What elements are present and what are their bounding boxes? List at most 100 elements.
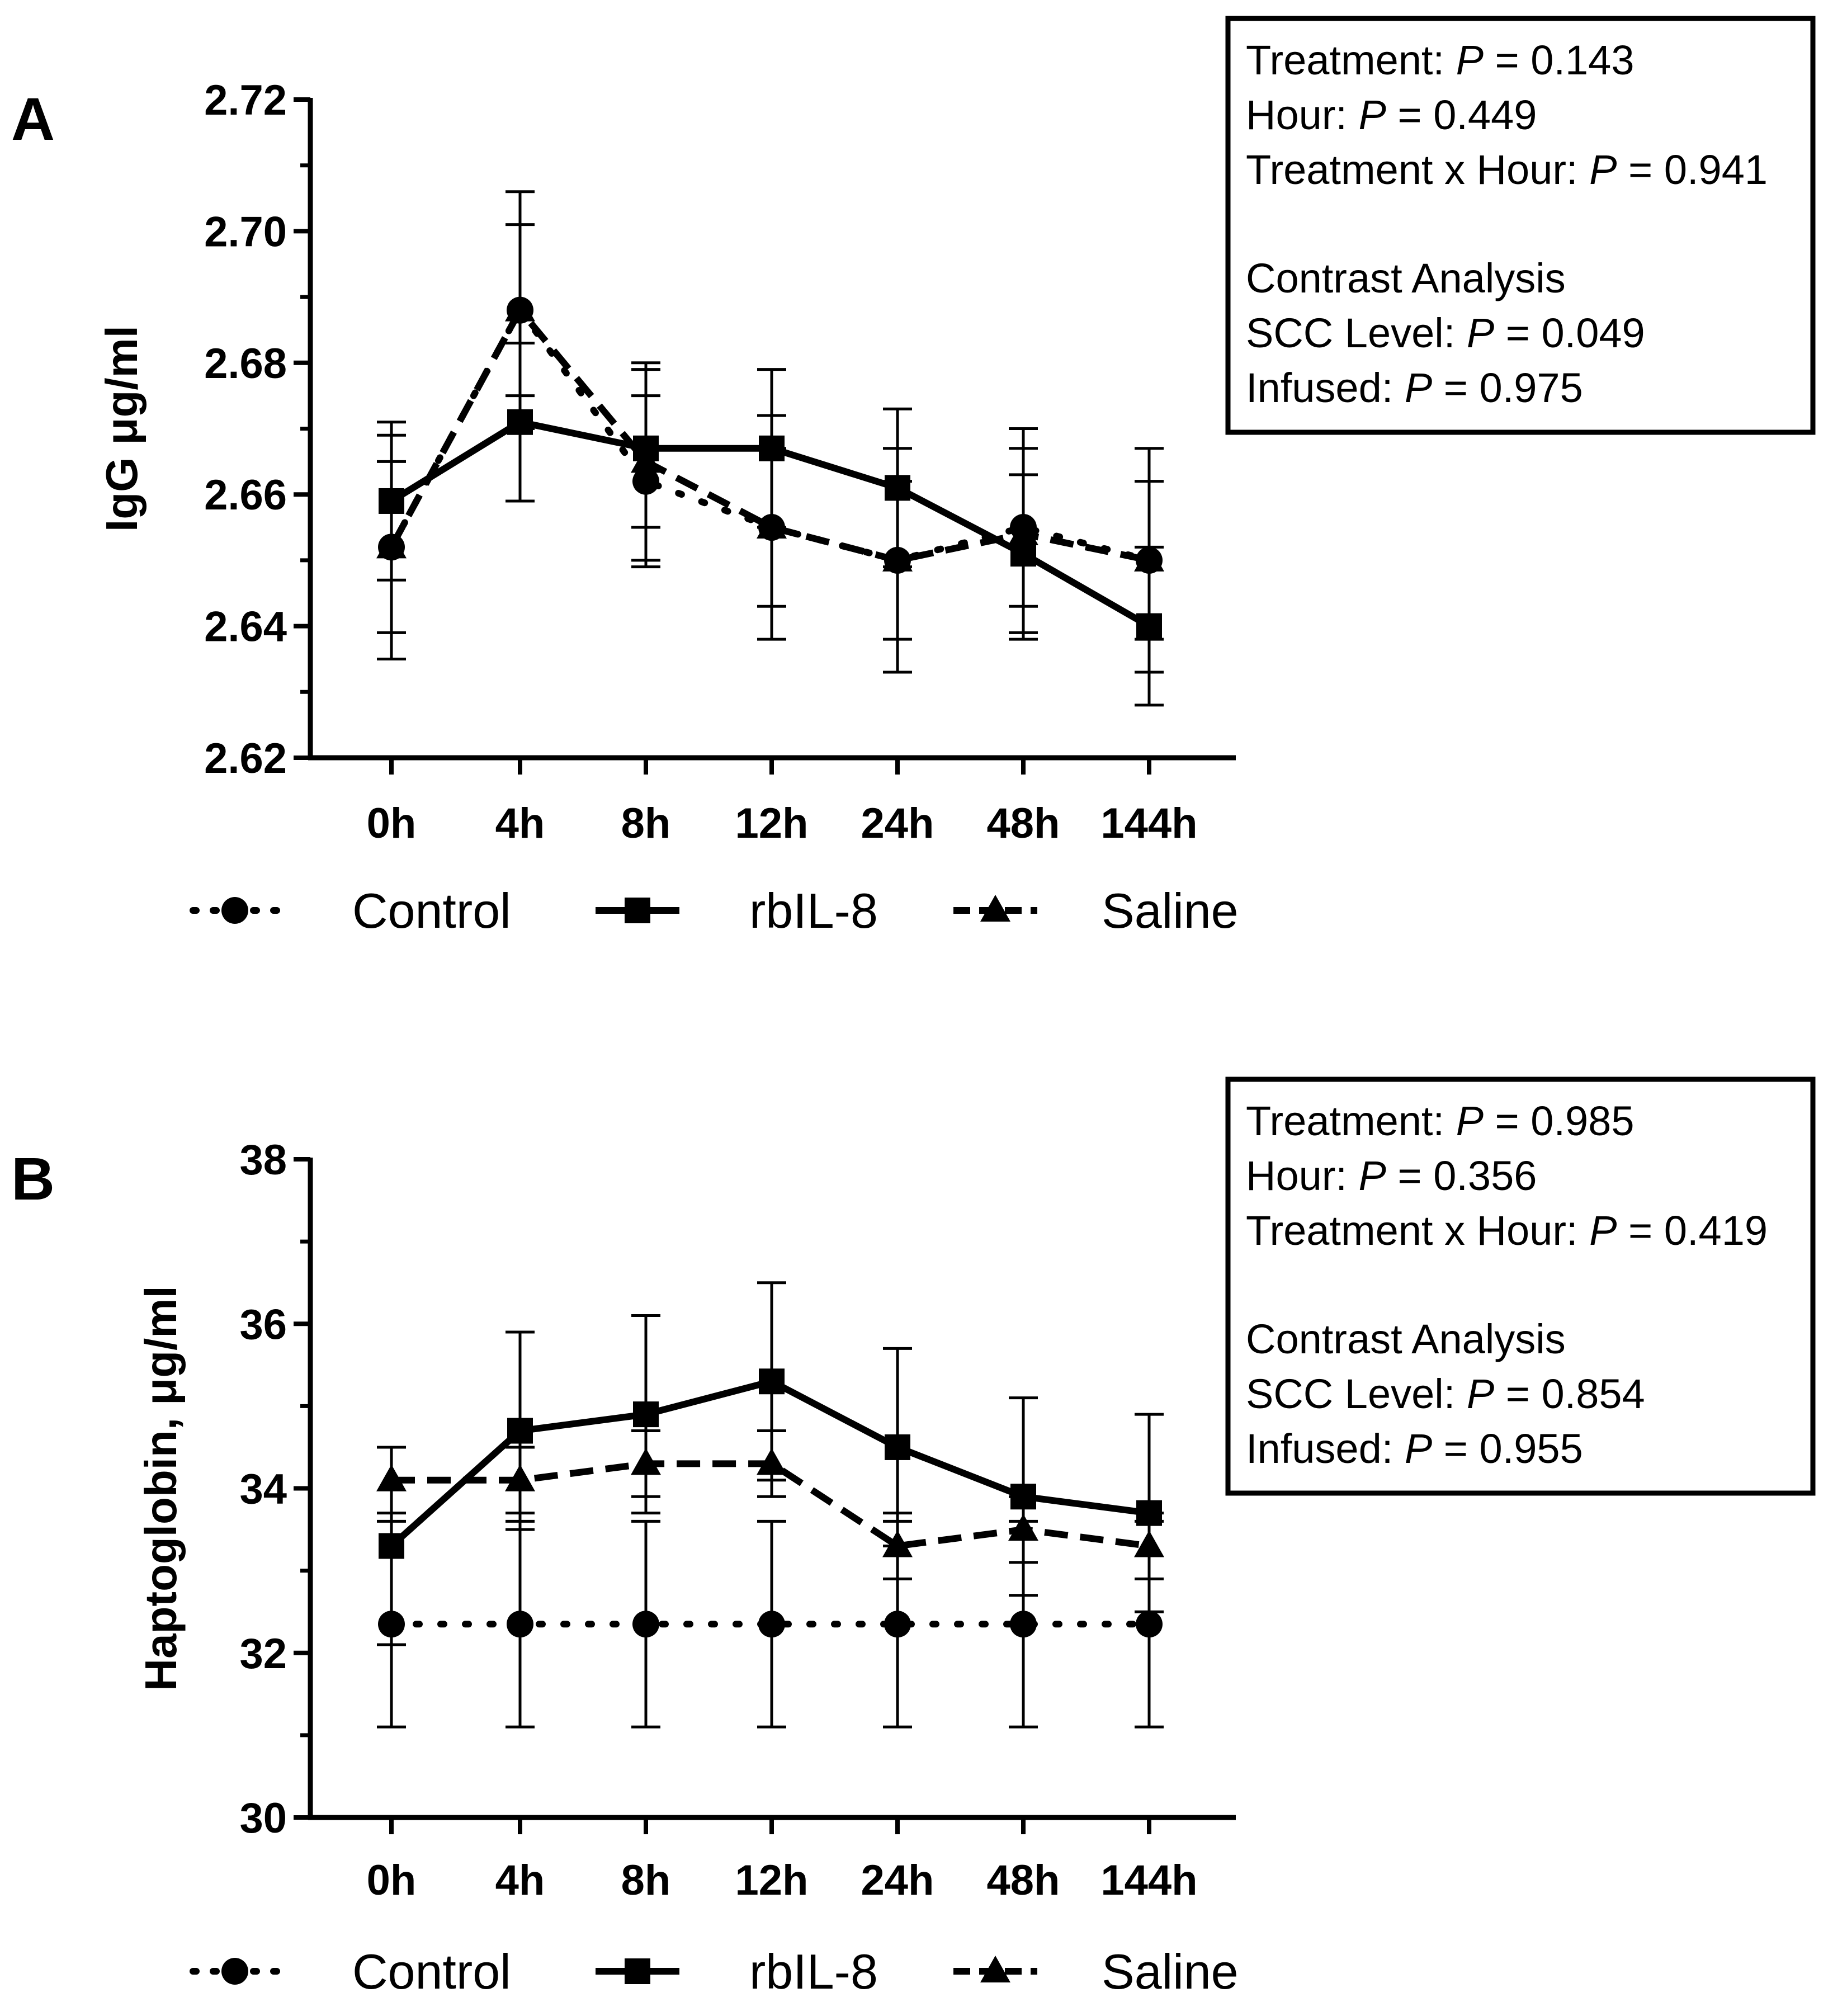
stats-p-symbol: P (1405, 365, 1432, 411)
data-point-triangle (882, 1530, 913, 1557)
series-control (377, 1519, 1164, 1729)
panel-letter: A (11, 85, 55, 153)
data-point-triangle (1008, 518, 1038, 545)
legend-marker-square (625, 1958, 650, 1984)
data-point-triangle (376, 531, 407, 559)
data-point-triangle (505, 294, 535, 322)
stats-line: Contrast Analysis (1246, 1316, 1566, 1362)
x-tick-label: 144h (1100, 1857, 1197, 1904)
legend-marker-circle (221, 1958, 248, 1985)
legend-label: Saline (1102, 883, 1239, 938)
legend-marker-square (625, 898, 650, 923)
stats-label: Infused: (1246, 1425, 1405, 1472)
data-point-triangle (757, 1448, 787, 1475)
legend-label: Control (352, 1944, 511, 1999)
data-point-triangle (1134, 544, 1164, 572)
stats-title: Contrast Analysis (1246, 255, 1566, 301)
x-tick-label: 8h (621, 800, 671, 847)
data-point-triangle (757, 512, 787, 539)
y-tick-label: 34 (239, 1466, 287, 1513)
legend: Control rbIL-8 Saline (190, 1944, 1239, 1999)
panel-a: A 2.62 2.64 2.66 2.68 2.70 2.72 IgG μg/ml 0h 4h 8h… (11, 16, 1816, 938)
stats-p-symbol: P (1456, 1098, 1484, 1144)
stats-line: Hour: P = 0.449 (1246, 92, 1537, 138)
stats-line: Treatment: P = 0.143 (1246, 37, 1634, 83)
data-point-triangle (1008, 1514, 1038, 1541)
data-point-circle (632, 1611, 659, 1638)
stats-p-symbol: P (1405, 1425, 1432, 1472)
x-tick-label: 24h (861, 1857, 934, 1904)
stats-p-symbol: P (1589, 147, 1617, 193)
stats-p-value: = 0.143 (1484, 37, 1635, 83)
data-point-square (885, 1434, 910, 1460)
panel-b: B 30 32 34 36 38 Haptoglobin, μg/ml 0h 4h 8h 12h 24… (11, 1077, 1816, 1999)
data-point-triangle (376, 1464, 407, 1491)
stats-p-value: = 0.941 (1617, 147, 1768, 193)
stats-p-symbol: P (1359, 1153, 1386, 1199)
data-point-circle (884, 1611, 911, 1638)
series-saline (376, 190, 1164, 674)
x-tick-label: 24h (861, 800, 934, 847)
legend-marker-triangle (980, 1956, 1010, 1982)
x-tick-label: 8h (621, 1857, 671, 1904)
stats-p-value: = 0.854 (1494, 1371, 1645, 1417)
data-point-circle (1010, 1611, 1037, 1638)
y-tick-label: 38 (239, 1136, 287, 1184)
stats-label: Treatment: (1246, 37, 1456, 83)
stats-label: Treatment x Hour: (1246, 147, 1589, 193)
stats-line: SCC Level: P = 0.854 (1246, 1371, 1645, 1417)
stats-line: SCC Level: P = 0.049 (1246, 310, 1645, 356)
legend-marker-triangle (980, 895, 1010, 922)
stats-p-symbol: P (1359, 92, 1386, 138)
data-point-square (633, 1401, 659, 1428)
stats-title: Contrast Analysis (1246, 1316, 1566, 1362)
stats-label: Treatment x Hour: (1246, 1207, 1589, 1254)
data-point-square (759, 1368, 785, 1395)
legend: Control rbIL-8 Saline (190, 883, 1239, 938)
stats-p-value: = 0.985 (1484, 1098, 1635, 1144)
stats-p-value: = 0.975 (1432, 365, 1583, 411)
y-tick-label: 2.70 (204, 208, 287, 256)
x-tick-label: 4h (495, 800, 545, 847)
data-point-triangle (631, 446, 661, 473)
x-tick-label: 0h (367, 800, 417, 847)
y-tick-label: 2.68 (204, 340, 287, 388)
stats-box: Treatment: P = 0.985 Hour: P = 0.356 Treat… (1225, 1077, 1816, 1496)
y-tick-label: 36 (239, 1301, 287, 1348)
stats-box: Treatment: P = 0.143 Hour: P = 0.449 Treat… (1225, 16, 1816, 435)
panel-letter: B (11, 1145, 55, 1212)
data-point-square (379, 1533, 404, 1559)
y-tick-label: 2.66 (204, 471, 287, 519)
stats-box-border (1225, 1077, 1816, 1496)
legend-marker-circle (221, 897, 248, 924)
legend-label: rbIL-8 (749, 883, 878, 938)
data-point-triangle (505, 1464, 535, 1491)
data-point-square (507, 1418, 533, 1444)
y-tick-label: 30 (239, 1795, 287, 1842)
data-point-circle (1136, 1611, 1163, 1638)
stats-p-symbol: P (1467, 310, 1494, 356)
data-point-circle (758, 1611, 785, 1638)
stats-p-symbol: P (1467, 1371, 1494, 1417)
stats-label: Infused: (1246, 365, 1405, 411)
x-tick-label: 12h (735, 800, 809, 847)
series-saline (376, 1429, 1164, 1580)
legend-label: Control (352, 883, 511, 938)
stats-line: Contrast Analysis (1246, 255, 1566, 301)
data-point-circle (507, 1611, 533, 1638)
stats-line: Hour: P = 0.356 (1246, 1153, 1537, 1199)
stats-line: Infused: P = 0.955 (1246, 1425, 1583, 1472)
stats-box-border (1225, 16, 1816, 435)
stats-p-value: = 0.955 (1432, 1425, 1583, 1472)
stats-label: SCC Level: (1246, 1371, 1467, 1417)
x-tick-label: 0h (367, 1857, 417, 1904)
x-tick-label: 144h (1100, 800, 1197, 847)
legend-label: rbIL-8 (749, 1944, 878, 1999)
stats-line: Treatment x Hour: P = 0.419 (1246, 1207, 1768, 1254)
y-axis-title: Haptoglobin, μg/ml (136, 1286, 186, 1691)
stats-p-symbol: P (1589, 1207, 1617, 1254)
x-tick-label: 48h (987, 1857, 1060, 1904)
y-axis-title: IgG μg/ml (97, 325, 147, 532)
stats-p-value: = 0.049 (1494, 310, 1645, 356)
